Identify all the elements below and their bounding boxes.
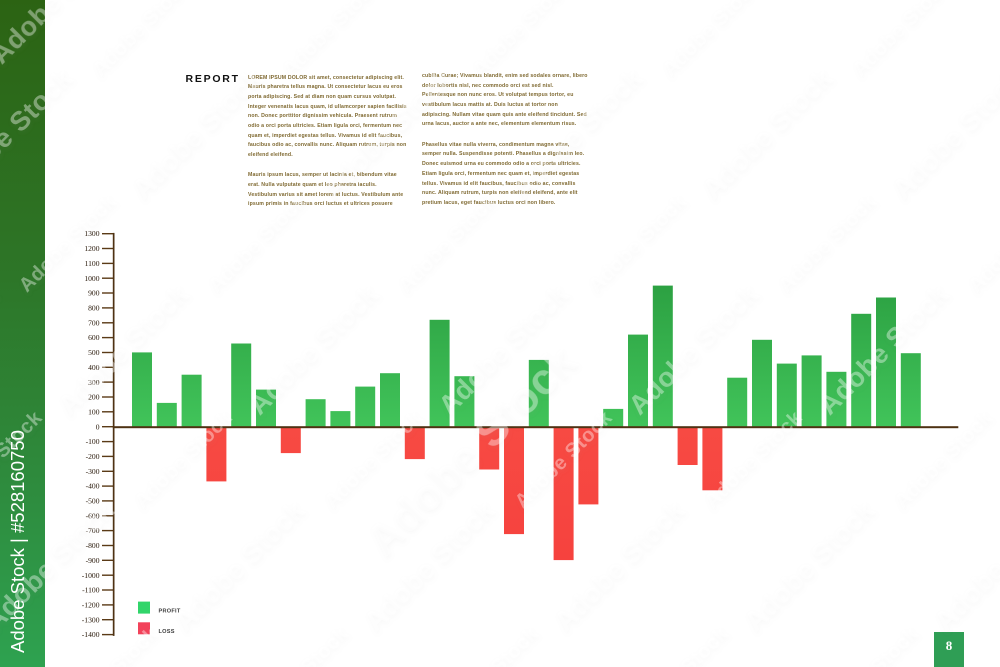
svg-text:-600: -600 xyxy=(86,511,100,520)
svg-text:-1000: -1000 xyxy=(82,571,100,580)
svg-text:100: 100 xyxy=(88,407,100,416)
svg-text:600: 600 xyxy=(88,333,100,342)
svg-text:-1200: -1200 xyxy=(82,601,100,610)
svg-text:200: 200 xyxy=(88,393,100,402)
svg-text:-400: -400 xyxy=(86,482,100,491)
svg-text:-1300: -1300 xyxy=(82,615,100,624)
svg-text:500: 500 xyxy=(88,348,100,357)
svg-text:-200: -200 xyxy=(86,452,100,461)
svg-text:1300: 1300 xyxy=(84,229,99,238)
svg-text:1000: 1000 xyxy=(84,274,99,283)
svg-text:400: 400 xyxy=(88,363,100,372)
svg-text:-800: -800 xyxy=(86,541,100,550)
svg-text:LOSS: LOSS xyxy=(159,629,175,635)
svg-text:-1100: -1100 xyxy=(82,586,100,595)
svg-text:-900: -900 xyxy=(86,556,100,565)
svg-text:PROFIT: PROFIT xyxy=(159,608,181,614)
svg-text:-1400: -1400 xyxy=(82,630,100,639)
svg-text:300: 300 xyxy=(88,378,100,387)
svg-text:1200: 1200 xyxy=(84,244,99,253)
svg-text:-300: -300 xyxy=(86,467,100,476)
svg-text:1100: 1100 xyxy=(85,259,100,268)
svg-text:700: 700 xyxy=(88,318,100,327)
svg-text:-700: -700 xyxy=(86,526,100,535)
svg-text:900: 900 xyxy=(88,289,100,298)
svg-text:-500: -500 xyxy=(86,497,100,506)
svg-text:0: 0 xyxy=(96,422,100,431)
svg-text:-100: -100 xyxy=(86,437,100,446)
svg-text:800: 800 xyxy=(88,304,100,313)
